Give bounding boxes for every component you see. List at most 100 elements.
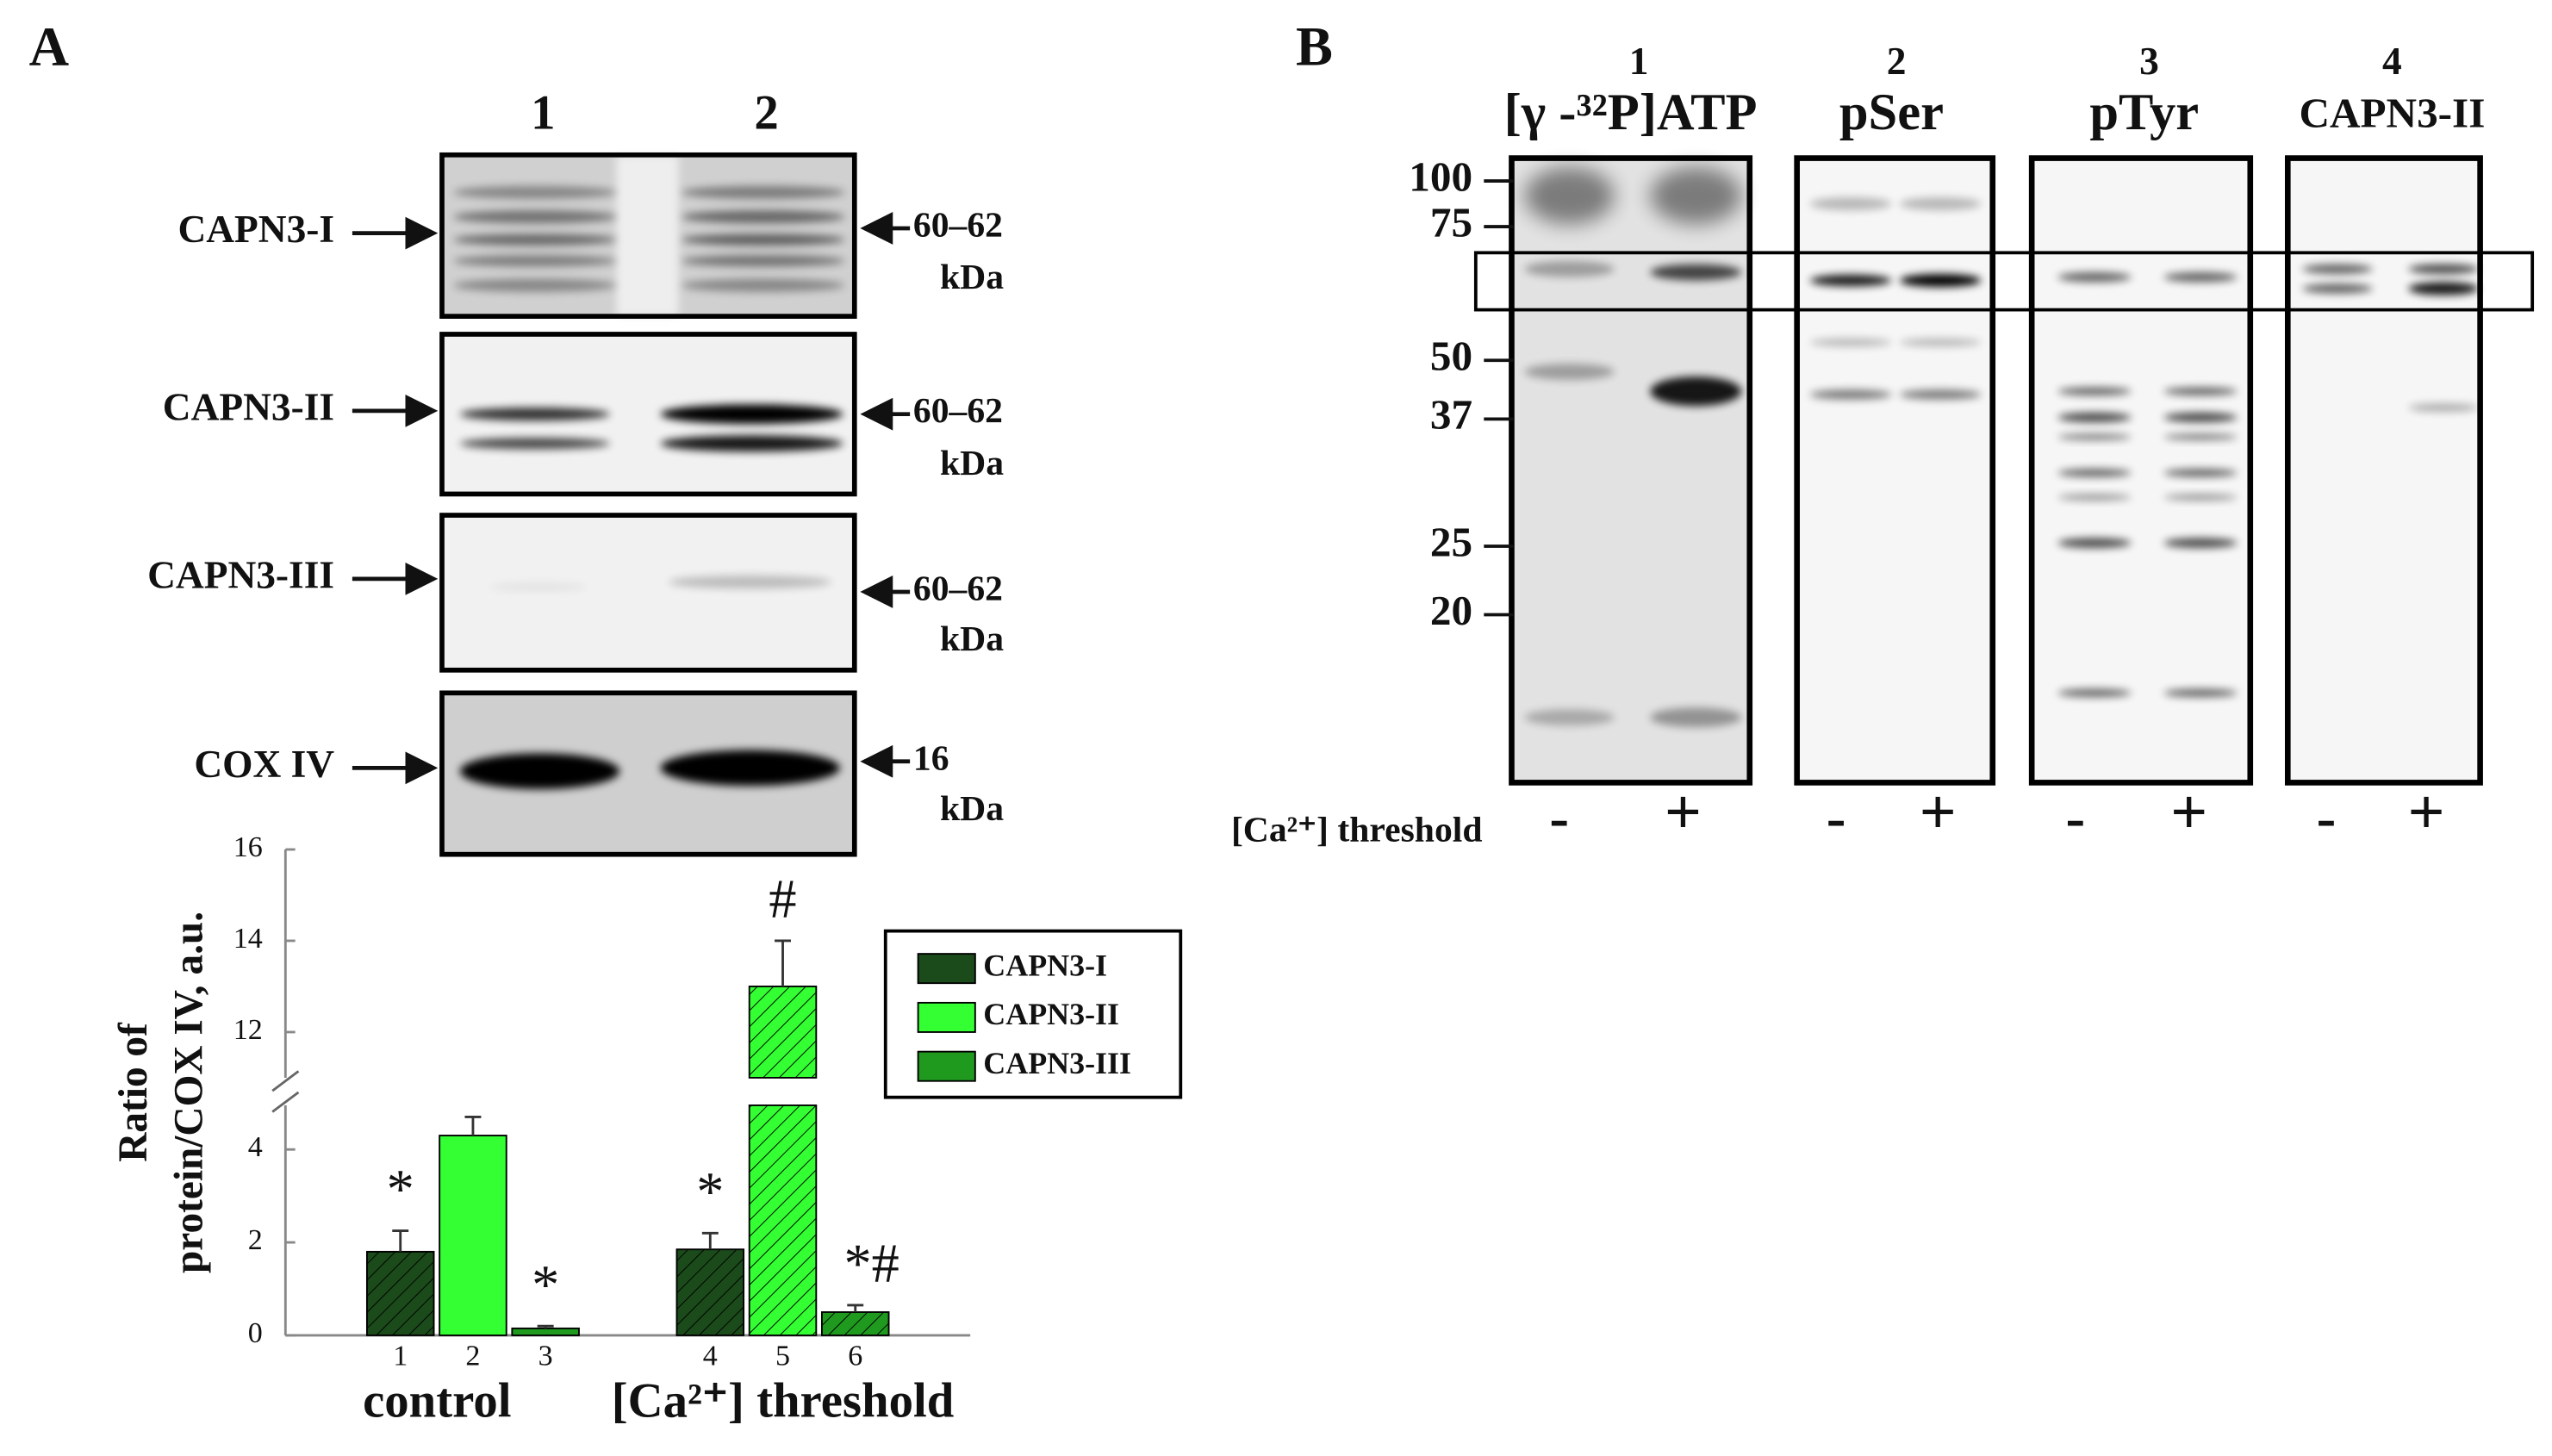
blot-band <box>2163 387 2238 395</box>
bar-hatch <box>749 1104 817 1335</box>
condition-sign: - <box>2317 784 2337 849</box>
blot-frame <box>439 513 857 673</box>
panel-label: A <box>29 16 69 77</box>
marker-weight: 100 <box>1409 152 1472 200</box>
protein-label: COX IV <box>194 743 334 786</box>
blot-band <box>2163 469 2238 477</box>
blot-band <box>1809 389 1892 400</box>
blot-band <box>459 438 610 450</box>
bar-hatch <box>676 1249 744 1335</box>
condition-sign: - <box>2066 784 2086 849</box>
blot-frame <box>1794 155 1996 786</box>
blot-band <box>453 233 617 246</box>
blot-band <box>2163 272 2238 283</box>
significance-mark: * <box>387 1159 414 1220</box>
y-tick-label: 2 <box>248 1224 263 1256</box>
significance-mark: * <box>532 1254 559 1315</box>
blot-band <box>2302 264 2373 274</box>
blot-band <box>1524 364 1615 380</box>
blot-band <box>2057 494 2132 501</box>
blot-band <box>1899 338 1982 347</box>
unit-label: kDa <box>940 789 1004 829</box>
marker-weight: 20 <box>1430 587 1472 634</box>
blot-frame <box>2284 155 2483 786</box>
condition-sign: - <box>1827 784 1846 849</box>
blot-band <box>2163 538 2238 548</box>
condition-sign: + <box>1920 776 1957 848</box>
blot-band <box>2057 272 2132 283</box>
condition-label: [Ca²⁺] threshold <box>1231 811 1483 850</box>
blot-band <box>2057 433 2132 440</box>
blot-band <box>453 210 617 224</box>
protein-label: CAPN3-III <box>147 553 334 596</box>
blot-band <box>2057 688 2132 698</box>
blot-band <box>669 576 832 589</box>
blot-band <box>2163 412 2238 423</box>
size-label: 60–62 <box>913 569 1003 609</box>
protein-label: CAPN3-II <box>163 385 334 428</box>
lane-title: CAPN3-II <box>2299 90 2485 137</box>
axis-break <box>271 1070 300 1092</box>
blot-background <box>1796 158 1993 783</box>
blot-band <box>1899 196 1982 211</box>
blot-frame <box>1509 155 1753 786</box>
error-bar <box>392 1229 409 1252</box>
highlight-box <box>1473 251 2535 312</box>
condition-sign: + <box>2170 776 2207 848</box>
unit-label: kDa <box>940 258 1004 297</box>
blot-band <box>1809 196 1892 211</box>
blot-band <box>2302 283 2373 294</box>
blot-band <box>459 408 610 421</box>
unit-label: kDa <box>940 619 1004 659</box>
lane-number: 1 <box>1629 40 1649 83</box>
bar-number: 2 <box>465 1340 480 1372</box>
panel-label: B <box>1296 16 1333 77</box>
blot-band <box>1899 389 1982 400</box>
bar-number: 5 <box>775 1340 790 1372</box>
bar-hatch <box>749 986 817 1078</box>
lane-number: 4 <box>2382 40 2402 83</box>
lane-number: 1 <box>531 85 555 140</box>
bar-number: 1 <box>393 1340 408 1372</box>
blot-frame <box>439 690 857 857</box>
blot-band <box>2408 282 2479 296</box>
blot-band <box>2057 387 2132 395</box>
lane-title: [γ -³²P]ATP <box>1504 84 1758 141</box>
bar <box>511 1327 580 1336</box>
y-axis-label: protein/COX IV, a.u. <box>166 912 211 1273</box>
blot-band <box>682 210 845 224</box>
lane-number: 2 <box>754 85 778 140</box>
marker-weight: 50 <box>1430 333 1472 380</box>
blot-frame <box>439 152 857 319</box>
bar-number: 6 <box>848 1340 862 1372</box>
significance-mark: *# <box>843 1233 899 1294</box>
condition-sign: + <box>1665 776 1702 848</box>
y-tick-label: 0 <box>248 1317 263 1349</box>
error-bar <box>701 1231 719 1250</box>
legend-label: CAPN3-II <box>983 997 1119 1031</box>
error-bar <box>464 1116 482 1136</box>
blot-band <box>2163 494 2238 501</box>
legend-swatch <box>917 1050 976 1082</box>
y-tick-label: 16 <box>233 831 263 863</box>
blot-band <box>1524 166 1615 225</box>
error-bar <box>847 1304 864 1312</box>
bar-hatch <box>366 1251 434 1335</box>
legend-swatch <box>917 1001 976 1033</box>
blot-frame <box>439 332 857 497</box>
unit-label: kDa <box>940 444 1004 483</box>
y-axis-label: Ratio of <box>111 1022 156 1162</box>
lane-title: pTyr <box>2089 84 2199 141</box>
blot-band <box>682 255 845 267</box>
blot-band <box>1650 264 1742 281</box>
blot-band <box>1650 707 1742 728</box>
bar-hatch <box>821 1311 889 1335</box>
marker-weight: 37 <box>1430 391 1472 439</box>
blot-band <box>1524 709 1615 726</box>
legend-label: CAPN3-I <box>983 948 1107 982</box>
blot-band <box>453 278 617 292</box>
category-label: control <box>363 1373 511 1428</box>
bar-number: 4 <box>703 1340 718 1372</box>
blot-background <box>441 515 855 670</box>
